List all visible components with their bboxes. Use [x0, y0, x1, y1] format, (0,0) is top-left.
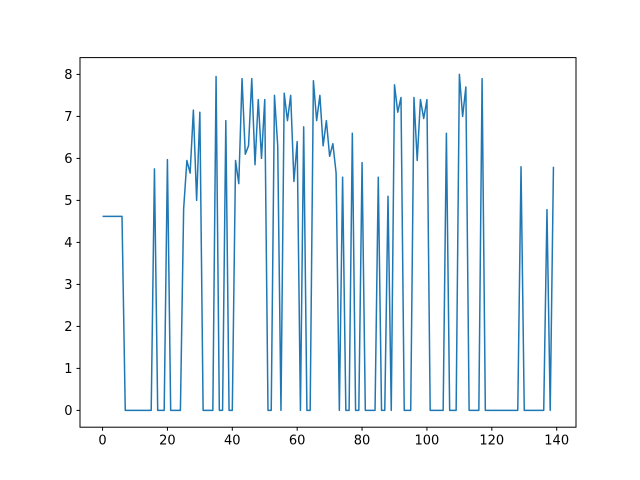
x-tick-label: 0	[98, 434, 106, 449]
y-tick-label: 2	[64, 320, 72, 335]
y-tick-label: 5	[64, 194, 72, 209]
y-tick-label: 3	[64, 278, 72, 293]
plot-background	[80, 57, 576, 428]
x-tick-label: 40	[224, 434, 241, 449]
x-tick-label: 100	[415, 434, 440, 449]
x-tick-label: 20	[159, 434, 176, 449]
y-tick-label: 0	[64, 404, 72, 419]
x-tick-label: 140	[544, 434, 569, 449]
x-tick-label: 60	[289, 434, 306, 449]
x-tick-label: 120	[479, 434, 504, 449]
y-tick-label: 7	[64, 110, 72, 125]
y-axis: 0 1 2 3 4 5 6 7 8	[64, 68, 80, 419]
data-line	[102, 73, 555, 412]
y-tick-label: 6	[64, 152, 72, 167]
y-tick-label: 8	[64, 68, 72, 83]
y-tick-label: 1	[64, 362, 72, 377]
y-tick-label: 4	[64, 236, 72, 251]
axes-spines	[79, 57, 577, 428]
x-axis: 0 20 40 60 80 100 120 140	[98, 427, 569, 449]
x-tick-label: 80	[354, 434, 371, 449]
